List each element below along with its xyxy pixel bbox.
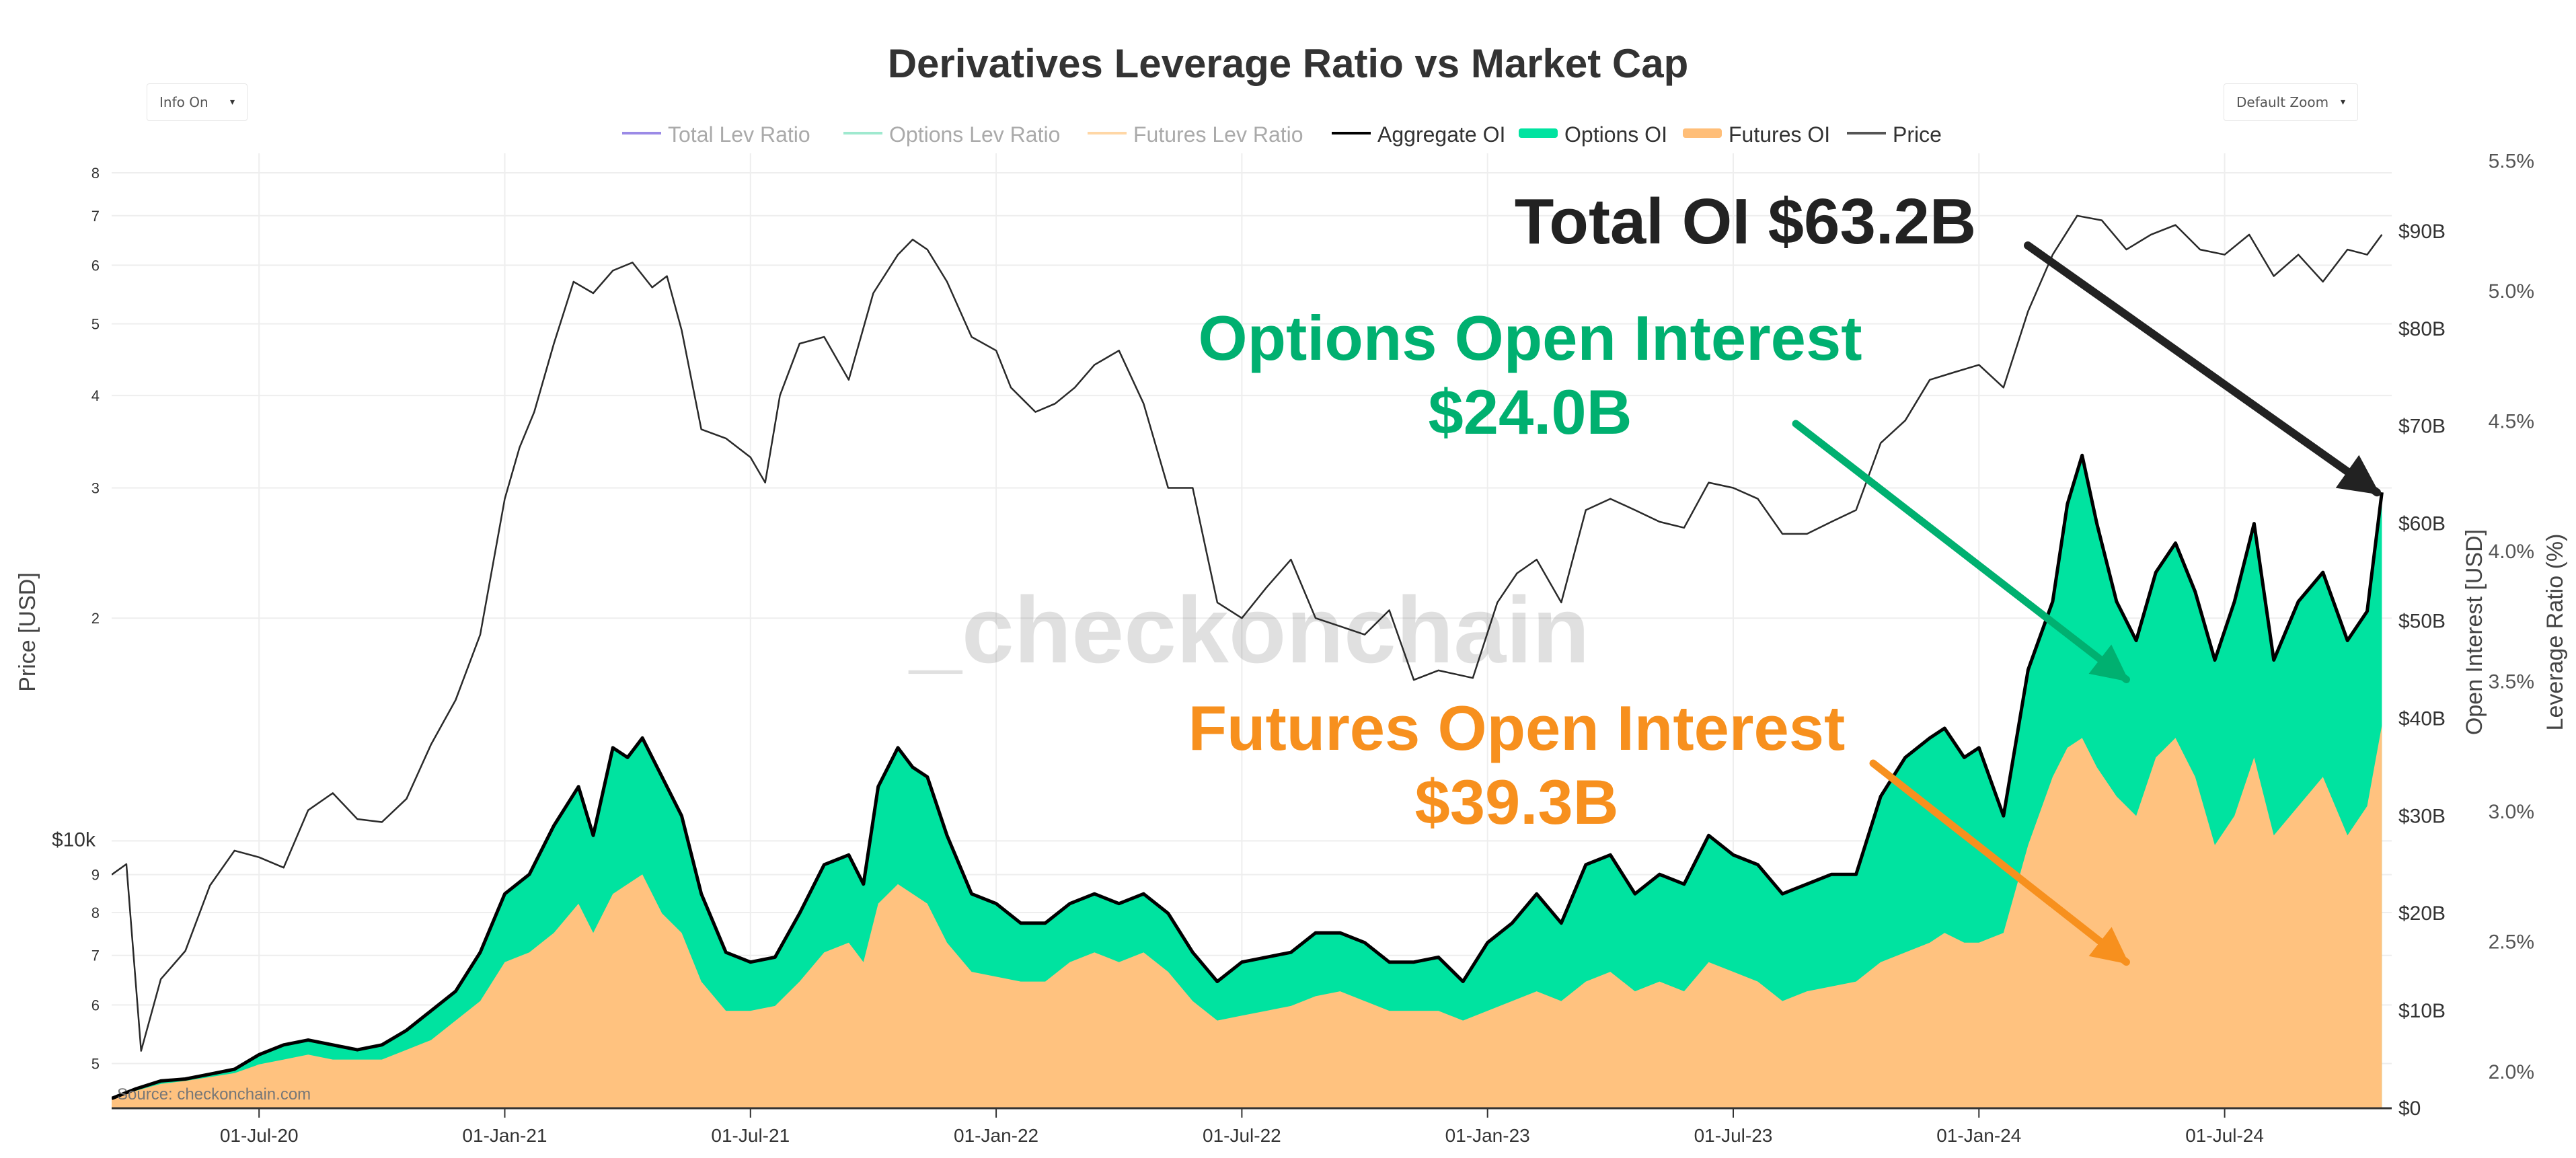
x-tick-label: 01-Jul-20 — [220, 1125, 299, 1146]
leverage-tick-label: 4.5% — [2489, 411, 2534, 433]
legend-swatch — [1683, 128, 1722, 138]
legend-label: Options OI — [1564, 122, 1667, 147]
oi-tick-label: $50B — [2398, 611, 2446, 633]
x-tick-label: 01-Jan-23 — [1445, 1125, 1530, 1146]
legend-item[interactable]: Futures OI — [1683, 122, 1830, 147]
x-tick-label: 01-Jan-24 — [1936, 1125, 2021, 1146]
zoom-select-button[interactable]: Default Zoom ▾ — [2224, 83, 2358, 121]
aggregate-oi-line — [112, 453, 2384, 1100]
leverage-tick-label: 2.0% — [2489, 1061, 2534, 1083]
oi-tick-label: $70B — [2398, 416, 2446, 438]
annotation-arrow — [1792, 420, 2130, 683]
oi-tick-label: $30B — [2398, 805, 2446, 827]
price-tick-label: 7 — [91, 208, 100, 225]
chevron-down-icon: ▾ — [2340, 97, 2345, 108]
legend-label: Aggregate OI — [1377, 122, 1505, 147]
x-tick-label: 01-Jan-21 — [462, 1125, 547, 1146]
x-tick-label: 01-Jul-23 — [1694, 1125, 1773, 1146]
legend-label: Total Lev Ratio — [668, 122, 810, 147]
price-axis-label: Price [USD] — [15, 572, 40, 692]
annotation-arrow — [2024, 241, 2382, 497]
oi-tick-label: $20B — [2398, 902, 2446, 925]
price-tick-label: $10k — [52, 828, 96, 851]
legend-label: Options Lev Ratio — [889, 122, 1060, 147]
price-tick-label: 7 — [91, 948, 100, 964]
leverage-axis-label: Leverage Ratio (%) — [2542, 534, 2568, 731]
legend-label: Futures Lev Ratio — [1133, 122, 1303, 147]
source-label: Source: checkonchain.com — [117, 1085, 311, 1104]
x-tick-label: 01-Jul-21 — [711, 1125, 790, 1146]
legend-item[interactable]: Options OI — [1519, 122, 1667, 147]
legend-label: Futures OI — [1729, 122, 1830, 147]
leverage-tick-label: 4.0% — [2489, 541, 2534, 563]
annotations: Total OI $63.2B Options Open Interest$24.… — [1188, 186, 2382, 966]
oi-tick-label: $60B — [2398, 513, 2446, 535]
oi-tick-label: $90B — [2398, 221, 2446, 243]
legend-item[interactable]: Price — [1847, 122, 1942, 147]
price-tick-label: 3 — [91, 480, 100, 497]
leverage-tick-label: 5.5% — [2489, 151, 2534, 173]
leverage-tick-label: 2.5% — [2489, 931, 2534, 953]
info-toggle-button[interactable]: Info On ▾ — [147, 83, 248, 121]
annotation-text: $24.0B — [1428, 377, 1632, 447]
legend-item[interactable]: Total Lev Ratio — [622, 122, 810, 147]
x-tick-label: 01-Jul-24 — [2185, 1125, 2264, 1146]
oi-tick-label: $80B — [2398, 318, 2446, 340]
legend-item[interactable]: Options Lev Ratio — [843, 122, 1060, 147]
price-tick-label: 4 — [91, 387, 100, 404]
leverage-tick-label: 3.0% — [2489, 801, 2534, 823]
price-tick-label: 5 — [91, 1055, 100, 1072]
price-tick-label: 2 — [91, 610, 100, 627]
watermark: _checkonchain — [908, 577, 1590, 683]
price-tick-label: 6 — [91, 257, 100, 274]
info-toggle-label: Info On — [159, 94, 209, 110]
annotation: Futures Open Interest$39.3B — [1188, 693, 2130, 966]
chevron-down-icon: ▾ — [229, 97, 235, 108]
price-line — [112, 215, 2383, 1052]
leverage-tick-label: 3.5% — [2489, 670, 2534, 693]
legend: Total Lev Ratio Options Lev Ratio Futures … — [622, 122, 1942, 147]
annotation-text: Futures Open Interest — [1188, 693, 1846, 763]
price-tick-label: 8 — [91, 165, 100, 182]
futures-oi-area — [112, 725, 2382, 1108]
price-tick-label: 9 — [91, 867, 100, 884]
annotation-arrow — [1869, 759, 2130, 966]
oi-tick-label: $0 — [2398, 1097, 2421, 1120]
annotation-text: $39.3B — [1414, 767, 1618, 837]
annotation: Total OI $63.2B — [1515, 186, 2382, 497]
x-tick-label: 01-Jan-22 — [954, 1125, 1038, 1146]
price-tick-label: 8 — [91, 904, 100, 921]
annotation: Options Open Interest$24.0B — [1198, 303, 2130, 683]
legend-item[interactable]: Futures Lev Ratio — [1088, 122, 1303, 147]
price-tick-label: 6 — [91, 997, 100, 1013]
leverage-tick-label: 5.0% — [2489, 280, 2534, 303]
oi-tick-label: $10B — [2398, 1000, 2446, 1022]
oi-axis-label: Open Interest [USD] — [2462, 529, 2487, 735]
price-tick-label: 5 — [91, 315, 100, 332]
chart-title: Derivatives Leverage Ratio vs Market Cap — [888, 41, 1689, 86]
annotation-text: Total OI $63.2B — [1515, 186, 1976, 258]
x-tick-label: 01-Jul-22 — [1203, 1125, 1281, 1146]
legend-swatch — [1519, 128, 1558, 138]
axes: 01-Jul-20 01-Jan-21 01-Jul-21 01-Jan-22 01-J… — [52, 151, 2534, 1146]
zoom-select-label: Default Zoom — [2236, 94, 2329, 110]
legend-item[interactable]: Aggregate OI — [1332, 122, 1505, 147]
annotation-text: Options Open Interest — [1198, 303, 1862, 373]
legend-label: Price — [1893, 122, 1942, 147]
oi-tick-label: $40B — [2398, 707, 2446, 730]
